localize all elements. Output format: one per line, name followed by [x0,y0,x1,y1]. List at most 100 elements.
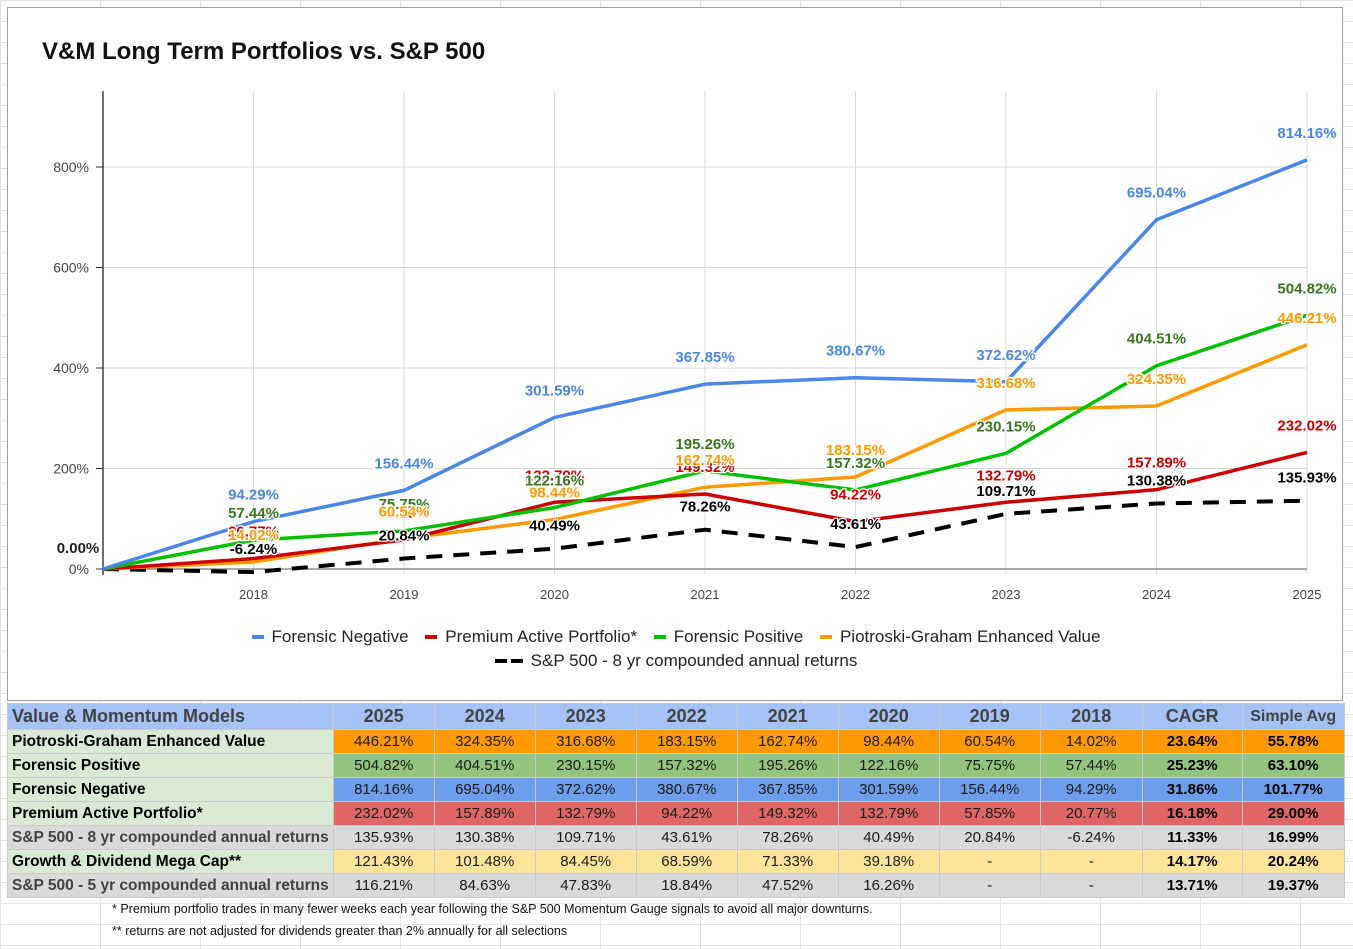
data-label: 367.85% [675,349,734,366]
data-label: 372.62% [976,347,1035,364]
series-line-forensic-negative [102,158,1308,571]
row-label: S&P 500 - 5 yr compounded annual returns [7,873,334,898]
year-cell: 47.83% [534,873,637,898]
simple-avg-cell: 55.78% [1241,729,1345,754]
year-cell: 39.18% [837,849,940,874]
data-label: 109.71% [976,483,1035,500]
legend-item-sp500-8yr[interactable]: S&P 500 - 8 yr compounded annual returns [494,651,858,671]
year-cell: 132.79% [837,801,940,826]
year-cell: 695.04% [433,777,536,802]
chart-legend: Forensic Negative Premium Active Portfol… [8,624,1344,647]
year-cell: 156.44% [938,777,1041,802]
legend-label: S&P 500 - 8 yr compounded annual returns [530,651,858,670]
table-header-2020: 2020 [837,703,940,730]
year-cell: 84.63% [433,873,536,898]
data-label: 122.16% [525,473,584,490]
year-cell: 68.59% [635,849,738,874]
year-cell: 380.67% [635,777,738,802]
legend-label: Forensic Negative [271,627,409,646]
data-label: 75.75% [379,496,430,513]
simple-avg-cell: 63.10% [1241,753,1345,778]
x-tick-label: 2020 [540,587,569,602]
year-cell: - [938,873,1041,898]
table-row: S&P 500 - 5 yr compounded annual returns… [7,873,1345,898]
data-label: 230.15% [976,418,1035,435]
data-label: 43.61% [830,516,881,533]
row-label: Premium Active Portfolio* [7,801,334,826]
x-tick-label: 2023 [992,587,1021,602]
year-cell: 324.35% [433,729,536,754]
table-header-simple-avg: Simple Avg [1241,703,1345,730]
legend-item-premium-active[interactable]: Premium Active Portfolio* [425,627,637,647]
cagr-cell: 13.71% [1141,873,1243,898]
legend-label: Piotroski-Graham Enhanced Value [839,627,1101,646]
year-cell: 116.21% [332,873,435,898]
data-label: 232.02% [1277,417,1336,434]
chart-title: V&M Long Term Portfolios vs. S&P 500 [42,38,486,65]
x-tick-label: 2025 [1293,587,1322,602]
data-label: 156.44% [374,455,433,472]
data-label: 57.85% [379,505,430,522]
table-header-2019: 2019 [938,703,1041,730]
table-header-2018: 2018 [1039,703,1143,730]
year-cell: 130.38% [433,825,536,850]
data-label: 149.32% [675,459,734,476]
legend-item-forensic-positive[interactable]: Forensic Positive [653,627,803,647]
year-cell: 162.74% [736,729,839,754]
year-cell: 814.16% [332,777,435,802]
year-cell: 132.79% [534,801,637,826]
start-data-label: 0.00% [57,540,100,557]
x-tick-label: 2024 [1142,587,1171,602]
data-label: 157.89% [1127,455,1186,472]
year-cell: 47.52% [736,873,839,898]
series-line-piotroski-graham-enhanced-value [102,343,1308,571]
year-cell: 301.59% [837,777,940,802]
data-label: -6.24% [230,541,278,558]
series-line-premium-active-portfolio- [102,450,1308,571]
simple-avg-cell: 29.00% [1241,801,1345,826]
year-cell: 101.48% [433,849,536,874]
year-cell: 20.84% [938,825,1041,850]
data-label: 40.49% [529,518,580,535]
table-header-2022: 2022 [635,703,738,730]
x-tick-label: 2022 [841,587,870,602]
year-cell: 135.93% [332,825,435,850]
row-label: Growth & Dividend Mega Cap** [7,849,334,874]
year-cell: 404.51% [433,753,536,778]
footnote-dividends: ** returns are not adjusted for dividend… [112,924,568,938]
simple-avg-cell: 16.99% [1241,825,1345,850]
legend-swatch [425,635,438,639]
year-cell: 94.29% [1039,777,1143,802]
year-cell: 367.85% [736,777,839,802]
year-cell: 98.44% [837,729,940,754]
legend-swatch [653,635,666,639]
legend-item-piotroski-graham[interactable]: Piotroski-Graham Enhanced Value [819,627,1101,647]
data-label: 446.21% [1277,310,1336,327]
data-label: 814.16% [1277,125,1336,142]
table-header-2024: 2024 [433,703,536,730]
data-label: 20.84% [379,528,430,545]
year-cell: 232.02% [332,801,435,826]
year-cell: 446.21% [332,729,435,754]
x-tick-label: 2018 [239,587,268,602]
year-cell: -6.24% [1039,825,1143,850]
data-label: 301.59% [525,382,584,399]
year-cell: 78.26% [736,825,839,850]
year-cell: 157.32% [635,753,738,778]
cagr-cell: 31.86% [1141,777,1243,802]
cagr-cell: 11.33% [1141,825,1243,850]
y-tick-label: 200% [53,461,89,477]
data-label: 195.26% [675,436,734,453]
row-label: Forensic Positive [7,753,334,778]
chart-legend-row2: S&P 500 - 8 yr compounded annual returns [8,648,1344,671]
table-row: Growth & Dividend Mega Cap** 121.43% 101.4… [7,849,1345,874]
data-label: 157.32% [826,455,885,472]
year-cell: 18.84% [635,873,738,898]
legend-swatch [251,635,264,639]
footnote-premium: * Premium portfolio trades in many fewer… [112,902,873,916]
data-label: 380.67% [826,343,885,360]
year-cell: 195.26% [736,753,839,778]
data-label: 98.44% [529,485,580,502]
legend-item-forensic-negative[interactable]: Forensic Negative [251,627,409,647]
year-cell: - [938,849,1041,874]
